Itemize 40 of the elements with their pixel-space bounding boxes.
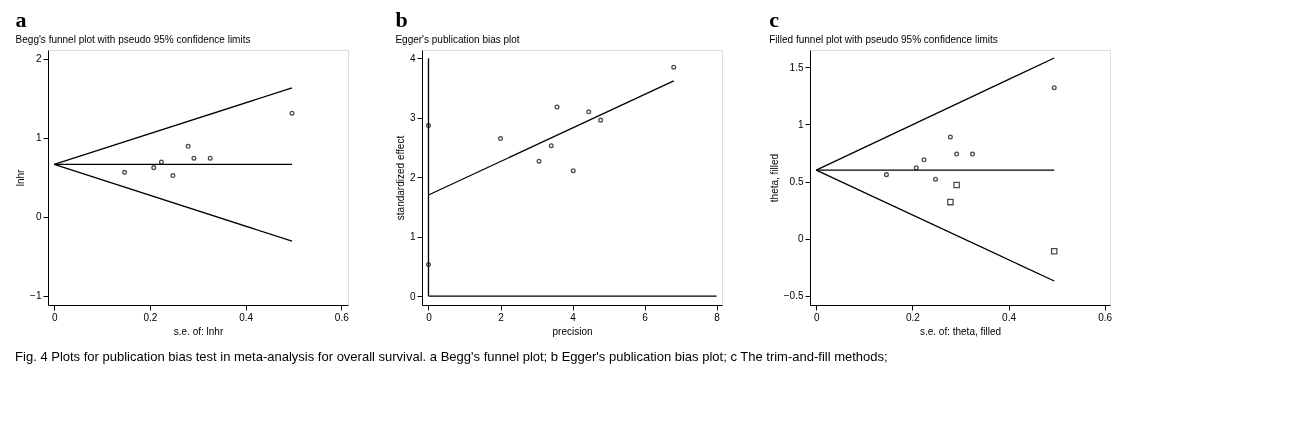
chart-title: b xyxy=(395,7,408,32)
x-tick-label: 0.6 xyxy=(334,311,350,323)
x-tick-label: 0 xyxy=(426,311,433,323)
y-tick-label: −1 xyxy=(30,290,42,302)
y-axis-title: standardized effect xyxy=(394,135,406,221)
chart-title: c xyxy=(769,7,780,32)
y-axis-title: lnhr xyxy=(15,169,27,187)
x-tick-label: 6 xyxy=(642,311,649,323)
chart-subtitle: Begg's funnel plot with pseudo 95% confidence limits xyxy=(15,34,251,45)
y-axis-title: theta, filled xyxy=(768,153,780,203)
x-tick-label: 0.4 xyxy=(1002,311,1017,323)
x-axis-title: precision xyxy=(552,325,593,337)
y-tick-label: 1 xyxy=(797,118,804,130)
y-tick-label: 4 xyxy=(409,52,416,64)
y-tick-label: 1 xyxy=(409,231,416,243)
x-tick-label: 4 xyxy=(570,311,577,323)
x-tick-label: 0.4 xyxy=(239,311,254,323)
y-tick-label: 2 xyxy=(409,171,416,183)
y-tick-label: 0.5 xyxy=(789,176,804,187)
y-tick-label: −0.5 xyxy=(783,290,804,302)
y-tick-label: 0 xyxy=(797,233,804,245)
chart-subtitle: Egger's publication bias plot xyxy=(395,34,520,45)
y-tick-label: 1.5 xyxy=(789,61,804,73)
y-tick-label: 2 xyxy=(35,53,42,65)
chart-title: a xyxy=(15,7,27,32)
x-tick-label: 8 xyxy=(714,311,721,323)
x-axis-title: s.e. of: theta, filled xyxy=(919,325,1002,337)
caption: Fig. 4 Plots for publication bias test in meta-analysis for overall survival. a Begg's funnel plot; b Egger's publication bias plot; c The trim-and-fill methods; xyxy=(15,348,888,364)
y-tick-label: 0 xyxy=(409,290,416,302)
x-tick-label: 2 xyxy=(498,311,505,323)
chart-subtitle: Filled funnel plot with pseudo 95% confidence limits xyxy=(769,34,998,45)
y-tick-label: 1 xyxy=(35,132,42,144)
x-tick-label: 0 xyxy=(51,311,58,323)
x-tick-label: 0.2 xyxy=(143,311,158,323)
x-tick-label: 0 xyxy=(813,311,820,323)
x-tick-label: 0.2 xyxy=(905,311,921,323)
y-tick-label: 0 xyxy=(35,211,42,223)
x-axis-title: s.e. of: lnhr xyxy=(173,325,224,337)
x-tick-label: 0.6 xyxy=(1098,311,1113,323)
y-tick-label: 3 xyxy=(409,112,416,124)
